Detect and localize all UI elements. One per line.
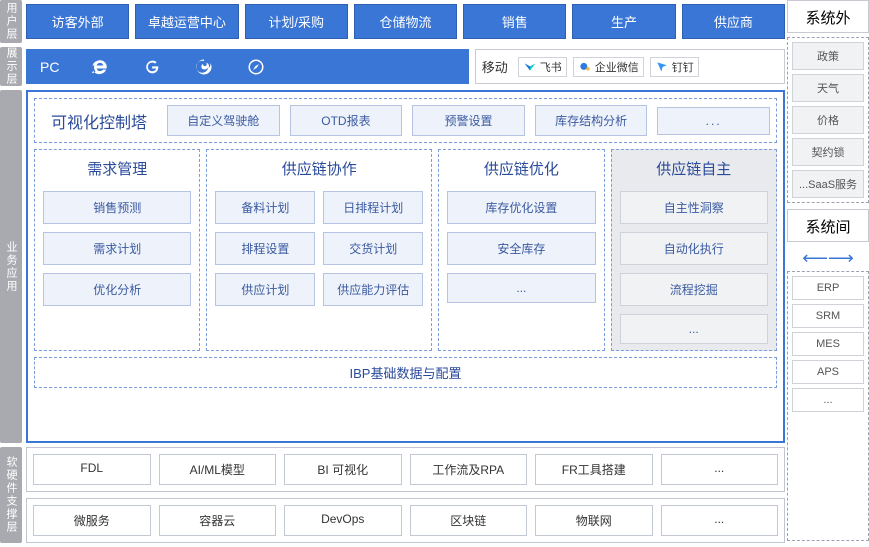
col-title: 供应链自主 bbox=[620, 156, 768, 183]
cell[interactable]: 自动化执行 bbox=[620, 232, 768, 265]
sup-box[interactable]: 工作流及RPA bbox=[410, 454, 528, 485]
side-label-support: 软硬件支撑层 bbox=[0, 447, 22, 543]
cell-more[interactable]: ... bbox=[620, 314, 768, 344]
cell[interactable]: 交货计划 bbox=[323, 232, 423, 265]
user-tab[interactable]: 供应商 bbox=[682, 4, 785, 39]
bidirectional-arrow-icon: ⟵⟶ bbox=[802, 248, 854, 269]
cell-more[interactable]: ... bbox=[447, 273, 595, 303]
feishu-badge: 飞书 bbox=[518, 57, 567, 77]
sup-box[interactable]: 微服务 bbox=[33, 505, 151, 536]
cell[interactable]: 日排程计划 bbox=[323, 191, 423, 224]
qiye-weixin-badge: 企业微信 bbox=[573, 57, 644, 77]
side-label-user: 用户层 bbox=[0, 0, 22, 43]
business-columns: 需求管理 销售预测 需求计划 优化分析 供应链协作 备料计划 日排程计划 排程设… bbox=[34, 149, 777, 351]
col-title: 需求管理 bbox=[43, 156, 191, 183]
sup-box[interactable]: DevOps bbox=[284, 505, 402, 536]
ct-item[interactable]: 自定义驾驶舱 bbox=[167, 105, 280, 136]
mobile-label: 移动 bbox=[482, 57, 508, 76]
cell[interactable]: 流程挖掘 bbox=[620, 273, 768, 306]
ct-item[interactable]: OTD报表 bbox=[290, 105, 403, 136]
cell[interactable]: 需求计划 bbox=[43, 232, 191, 265]
col-autonomous: 供应链自主 自主性洞察 自动化执行 流程挖掘 ... bbox=[611, 149, 777, 351]
ext-item[interactable]: 天气 bbox=[792, 74, 864, 102]
user-tab[interactable]: 生产 bbox=[572, 4, 675, 39]
ie-icon bbox=[89, 56, 111, 78]
user-layer: 用户层 访客外部 卓越运营中心 计划/采购 仓储物流 销售 生产 供应商 bbox=[0, 0, 785, 43]
sup-box[interactable]: FR工具搭建 bbox=[535, 454, 653, 485]
int-item[interactable]: SRM bbox=[792, 304, 864, 328]
internal-box: ERP SRM MES APS ... bbox=[787, 271, 869, 541]
cell[interactable]: 供应能力评估 bbox=[323, 273, 423, 306]
sup-box[interactable]: BI 可视化 bbox=[284, 454, 402, 485]
display-layer: 展示层 PC 移动 飞书 企业微信 钉钉 bbox=[0, 47, 785, 86]
support-row-1: FDL AI/ML模型 BI 可视化 工作流及RPA FR工具搭建 ... bbox=[26, 447, 785, 492]
user-tab[interactable]: 访客外部 bbox=[26, 4, 129, 39]
cell[interactable]: 优化分析 bbox=[43, 273, 191, 306]
cell[interactable]: 备料计划 bbox=[215, 191, 315, 224]
support-layer: 软硬件支撑层 FDL AI/ML模型 BI 可视化 工作流及RPA FR工具搭建… bbox=[0, 447, 785, 543]
col-demand: 需求管理 销售预测 需求计划 优化分析 bbox=[34, 149, 200, 351]
cell[interactable]: 销售预测 bbox=[43, 191, 191, 224]
int-item-more[interactable]: ... bbox=[792, 388, 864, 412]
control-tower: 可视化控制塔 自定义驾驶舱 OTD报表 预警设置 库存结构分析 ... bbox=[34, 98, 777, 143]
sup-box[interactable]: 容器云 bbox=[159, 505, 277, 536]
feishu-label: 飞书 bbox=[540, 59, 562, 75]
chrome-g-icon bbox=[141, 56, 163, 78]
pc-browsers: PC bbox=[26, 49, 469, 84]
qiye-weixin-label: 企业微信 bbox=[595, 59, 639, 75]
ext-item[interactable]: 价格 bbox=[792, 106, 864, 134]
sup-box-more[interactable]: ... bbox=[661, 454, 779, 485]
ext-item[interactable]: 政策 bbox=[792, 42, 864, 70]
side-label-display: 展示层 bbox=[0, 47, 22, 86]
pc-label: PC bbox=[40, 59, 59, 75]
user-tab[interactable]: 卓越运营中心 bbox=[135, 4, 238, 39]
external-title: 系统外 bbox=[787, 0, 869, 33]
side-label-business: 业务应用 bbox=[0, 90, 22, 443]
user-tab[interactable]: 销售 bbox=[463, 4, 566, 39]
cell[interactable]: 库存优化设置 bbox=[447, 191, 595, 224]
right-column: 系统外 政策 天气 价格 契约锁 ...SaaS服务 系统间 ⟵⟶ ERP SR… bbox=[787, 0, 869, 547]
cell[interactable]: 排程设置 bbox=[215, 232, 315, 265]
int-item[interactable]: ERP bbox=[792, 276, 864, 300]
col-title: 供应链协作 bbox=[215, 156, 423, 183]
ct-item[interactable]: 库存结构分析 bbox=[535, 105, 648, 136]
external-box: 政策 天气 价格 契约锁 ...SaaS服务 bbox=[787, 37, 869, 203]
sup-box[interactable]: FDL bbox=[33, 454, 151, 485]
dingding-badge: 钉钉 bbox=[650, 57, 699, 77]
int-item[interactable]: APS bbox=[792, 360, 864, 384]
col-collab: 供应链协作 备料计划 日排程计划 排程设置 交货计划 供应计划 供应能力评估 bbox=[206, 149, 432, 351]
sup-box-more[interactable]: ... bbox=[661, 505, 779, 536]
user-tabs: 访客外部 卓越运营中心 计划/采购 仓储物流 销售 生产 供应商 bbox=[26, 0, 785, 43]
sup-box[interactable]: AI/ML模型 bbox=[159, 454, 277, 485]
int-item[interactable]: MES bbox=[792, 332, 864, 356]
cell[interactable]: 自主性洞察 bbox=[620, 191, 768, 224]
mobile-apps: 移动 飞书 企业微信 钉钉 bbox=[475, 49, 785, 84]
sup-box[interactable]: 区块链 bbox=[410, 505, 528, 536]
dingding-label: 钉钉 bbox=[672, 59, 694, 75]
col-optimize: 供应链优化 库存优化设置 安全库存 ... bbox=[438, 149, 604, 351]
user-tab[interactable]: 仓储物流 bbox=[354, 4, 457, 39]
user-tab[interactable]: 计划/采购 bbox=[245, 4, 348, 39]
firefox-icon bbox=[193, 56, 215, 78]
cell[interactable]: 安全库存 bbox=[447, 232, 595, 265]
ext-item[interactable]: 契约锁 bbox=[792, 138, 864, 166]
ct-item-more[interactable]: ... bbox=[657, 107, 770, 135]
sup-box[interactable]: 物联网 bbox=[535, 505, 653, 536]
safari-icon bbox=[245, 56, 267, 78]
business-layer: 业务应用 可视化控制塔 自定义驾驶舱 OTD报表 预警设置 库存结构分析 ...… bbox=[0, 90, 785, 443]
cell[interactable]: 供应计划 bbox=[215, 273, 315, 306]
internal-title: 系统间 bbox=[787, 209, 869, 242]
col-title: 供应链优化 bbox=[447, 156, 595, 183]
ext-item[interactable]: ...SaaS服务 bbox=[792, 170, 864, 198]
control-tower-title: 可视化控制塔 bbox=[41, 109, 157, 133]
ibp-bar: IBP基础数据与配置 bbox=[34, 357, 777, 388]
support-row-2: 微服务 容器云 DevOps 区块链 物联网 ... bbox=[26, 498, 785, 543]
ct-item[interactable]: 预警设置 bbox=[412, 105, 525, 136]
